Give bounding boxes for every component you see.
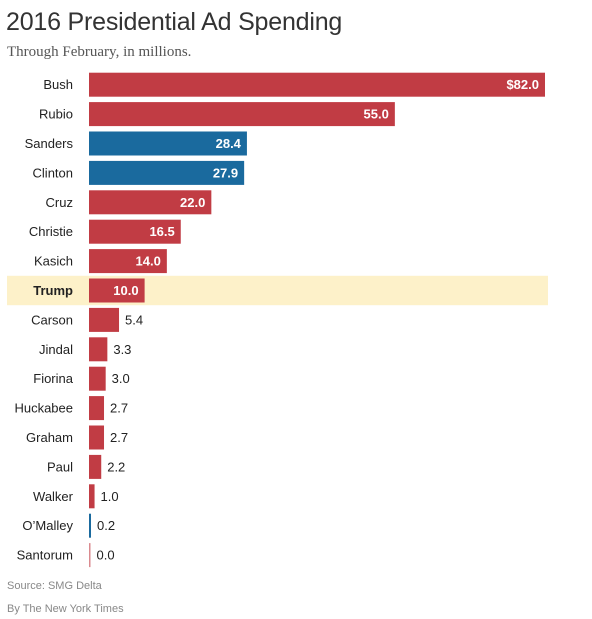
bar	[89, 425, 105, 450]
category-label: Kasich	[34, 254, 73, 269]
bar	[89, 454, 102, 479]
value-label: 5.4	[125, 312, 143, 327]
bar	[89, 513, 91, 538]
category-label: Santorum	[17, 548, 73, 563]
source-note: Source: SMG Delta	[7, 580, 102, 592]
bar	[89, 190, 212, 215]
value-label: 2.2	[107, 459, 125, 474]
bar	[89, 543, 91, 568]
bar	[89, 396, 105, 421]
category-label: Jindal	[39, 342, 73, 357]
highlight-row	[7, 275, 548, 306]
value-label: 22.0	[180, 195, 205, 210]
category-label: Rubio	[39, 107, 73, 122]
chart-subtitle: Through February, in millions.	[7, 44, 192, 60]
value-label: 1.0	[101, 489, 119, 504]
category-label: Bush	[43, 77, 73, 92]
category-label: Sanders	[25, 136, 74, 151]
bar	[89, 131, 247, 156]
bar	[89, 249, 167, 274]
bar	[89, 307, 120, 332]
bar	[89, 102, 395, 127]
value-label: 3.3	[113, 342, 131, 357]
bar	[89, 366, 106, 391]
category-label: Walker	[33, 489, 74, 504]
category-label: Cruz	[46, 195, 73, 210]
category-label: Fiorina	[33, 371, 74, 386]
bar	[89, 219, 181, 244]
bar	[89, 72, 545, 97]
category-label: Carson	[31, 312, 73, 327]
bar-chart: Bush $82.0 Rubio 55.0 Sanders 28.4 Clinton 27.9…	[7, 72, 548, 568]
chart-title: 2016 Presidential Ad Spending	[6, 8, 343, 36]
value-label: 0.2	[97, 518, 115, 533]
value-label: 3.0	[112, 371, 130, 386]
value-label: 2.7	[110, 430, 128, 445]
bar	[89, 160, 245, 185]
bar	[89, 278, 145, 303]
value-label: 28.4	[216, 136, 242, 151]
category-label: Graham	[26, 430, 73, 445]
credit-note: By The New York Times	[7, 603, 124, 615]
value-label: 0.0	[97, 548, 115, 563]
value-label: $82.0	[506, 77, 539, 92]
category-label: O’Malley	[22, 518, 73, 533]
category-label: Clinton	[33, 165, 73, 180]
category-label: Paul	[47, 459, 73, 474]
value-label: 16.5	[149, 224, 174, 239]
category-label: Christie	[29, 224, 73, 239]
category-label: Trump	[33, 283, 73, 298]
bar	[89, 337, 108, 362]
value-label: 2.7	[110, 401, 128, 416]
bar	[89, 484, 95, 509]
value-label: 55.0	[364, 107, 389, 122]
value-label: 27.9	[213, 165, 238, 180]
category-label: Huckabee	[14, 401, 73, 416]
value-label: 10.0	[113, 283, 138, 298]
value-label: 14.0	[136, 254, 161, 269]
